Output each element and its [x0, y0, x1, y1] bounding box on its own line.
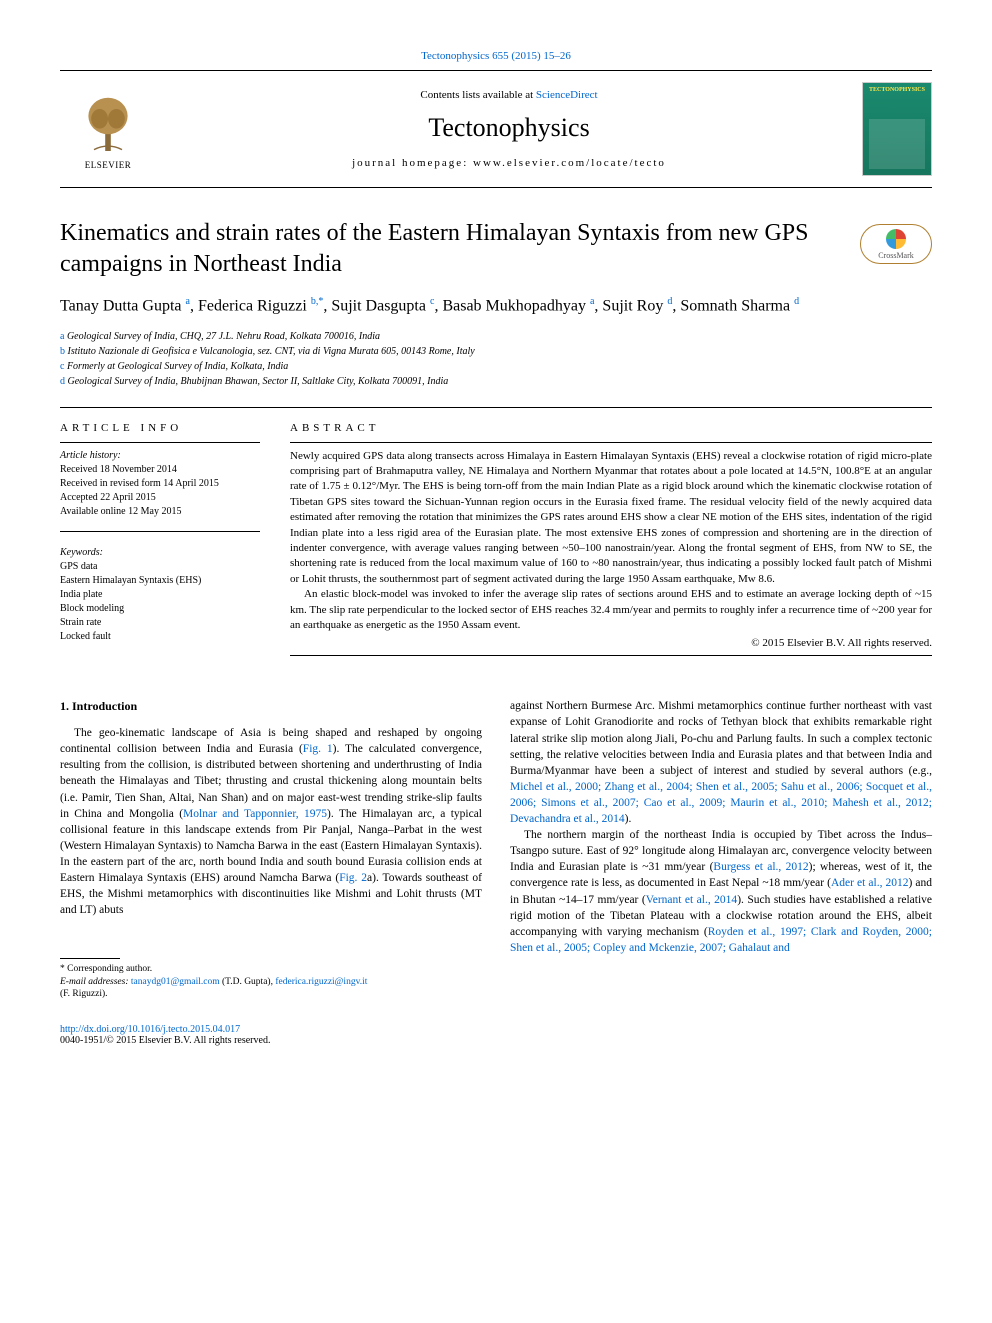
contents-text: Contents lists available at	[420, 89, 535, 101]
fig1-link[interactable]: Fig. 1	[303, 743, 333, 755]
intro-p2: against Northern Burmese Arc. Mishmi met…	[510, 698, 932, 827]
aff-c: Formerly at Geological Survey of India, …	[67, 361, 288, 372]
abstract-rule-bottom	[290, 655, 932, 656]
abstract-copyright: © 2015 Elsevier B.V. All rights reserved…	[290, 637, 932, 649]
contents-available-line: Contents lists available at ScienceDirec…	[156, 89, 862, 101]
ref-ader-link[interactable]: Ader et al., 2012	[831, 877, 909, 889]
homepage-url[interactable]: www.elsevier.com/locate/tecto	[473, 157, 666, 169]
cover-thumb-title: TECTONOPHYSICS	[867, 87, 927, 93]
crossmark-label: CrossMark	[878, 251, 914, 260]
page-footer: http://dx.doi.org/10.1016/j.tecto.2015.0…	[60, 1024, 932, 1046]
author-4: , Basab Mukhopadhyay	[434, 298, 586, 315]
ref-molnar-link[interactable]: Molnar and Tapponnier, 1975	[183, 808, 327, 820]
aff-b: Istituto Nazionale di Geofisica e Vulcan…	[68, 346, 475, 357]
email-1-who: (T.D. Gupta),	[220, 977, 276, 987]
rule-banner-bottom	[60, 187, 932, 188]
issn-line: 0040-1951/© 2015 Elsevier B.V. All right…	[60, 1035, 932, 1046]
aff-d-label: d	[60, 376, 65, 387]
homepage-label: journal homepage:	[352, 157, 473, 169]
email-2-link[interactable]: federica.riguzzi@ingv.it	[275, 977, 367, 987]
keyword-4: Block modeling	[60, 602, 260, 616]
keyword-2: Eastern Himalayan Syntaxis (EHS)	[60, 574, 260, 588]
footnote-rule	[60, 958, 120, 959]
keyword-1: GPS data	[60, 560, 260, 574]
info-rule-2	[60, 531, 260, 532]
aff-b-label: b	[60, 346, 65, 357]
author-1: Tanay Dutta Gupta	[60, 298, 182, 315]
email-1-link[interactable]: tanaydg01@gmail.com	[131, 977, 220, 987]
history-received: Received 18 November 2014	[60, 463, 260, 477]
fig2-link[interactable]: Fig. 2	[339, 872, 367, 884]
aff-d: Geological Survey of India, Bhubijnan Bh…	[68, 376, 449, 387]
intro-p3: The northern margin of the northeast Ind…	[510, 827, 932, 956]
abstract-p1: Newly acquired GPS data along transects …	[290, 449, 932, 588]
article-info-heading: ARTICLE INFO	[60, 422, 260, 434]
intro-p2b: ).	[625, 813, 632, 825]
keyword-6: Locked fault	[60, 630, 260, 644]
elsevier-tree-icon	[73, 88, 143, 158]
cover-thumb-image	[869, 119, 925, 169]
keyword-5: Strain rate	[60, 616, 260, 630]
aff-c-label: c	[60, 361, 64, 372]
author-6: , Somnath Sharma	[672, 298, 790, 315]
intro-p1: The geo-kinematic landscape of Asia is b…	[60, 725, 482, 918]
rule-top	[60, 70, 932, 71]
ref-multi-link[interactable]: Michel et al., 2000; Zhang et al., 2004;…	[510, 781, 932, 825]
aff-a: Geological Survey of India, CHQ, 27 J.L.…	[67, 331, 380, 342]
intro-p2a: against Northern Burmese Arc. Mishmi met…	[510, 700, 932, 776]
journal-cover-thumb: TECTONOPHYSICS	[862, 82, 932, 176]
rule-above-abstract	[60, 407, 932, 408]
abstract-heading: ABSTRACT	[290, 422, 932, 434]
doi-link[interactable]: http://dx.doi.org/10.1016/j.tecto.2015.0…	[60, 1024, 240, 1035]
ref-vernant-link[interactable]: Vernant et al., 2014	[646, 894, 738, 906]
corresponding-author: * Corresponding author.	[60, 963, 482, 975]
abstract-rule	[290, 442, 932, 443]
keywords-label: Keywords:	[60, 546, 260, 560]
journal-homepage: journal homepage: www.elsevier.com/locat…	[156, 157, 862, 169]
article-title: Kinematics and strain rates of the Easte…	[60, 218, 844, 280]
affiliations: a Geological Survey of India, CHQ, 27 J.…	[60, 329, 932, 389]
abstract-block: ABSTRACT Newly acquired GPS data along t…	[290, 422, 932, 663]
journal-banner: ELSEVIER Contents lists available at Sci…	[60, 75, 932, 183]
aff-a-label: a	[60, 331, 64, 342]
info-rule-1	[60, 442, 260, 443]
abstract-p2: An elastic block-model was invoked to in…	[290, 587, 932, 633]
body-col-right: against Northern Burmese Arc. Mishmi met…	[510, 698, 932, 1000]
footnotes: * Corresponding author. E-mail addresses…	[60, 963, 482, 1000]
body-col-left: 1. Introduction The geo-kinematic landsc…	[60, 698, 482, 1000]
author-list: Tanay Dutta Gupta a, Federica Riguzzi b,…	[60, 294, 932, 318]
author-2-aff[interactable]: b,*	[311, 296, 324, 307]
email-label: E-mail addresses:	[60, 977, 131, 987]
journal-name: Tectonophysics	[156, 113, 862, 143]
history-revised: Received in revised form 14 April 2015	[60, 477, 260, 491]
sciencedirect-link[interactable]: ScienceDirect	[536, 89, 598, 101]
elsevier-label: ELSEVIER	[85, 160, 132, 170]
author-3: , Sujit Dasgupta	[323, 298, 426, 315]
crossmark-icon	[886, 229, 906, 249]
author-5: , Sujit Roy	[594, 298, 663, 315]
crossmark-badge[interactable]: CrossMark	[860, 224, 932, 264]
keyword-3: India plate	[60, 588, 260, 602]
journal-citation[interactable]: Tectonophysics 655 (2015) 15–26	[60, 50, 932, 62]
history-accepted: Accepted 22 April 2015	[60, 491, 260, 505]
history-label: Article history:	[60, 449, 260, 463]
elsevier-logo: ELSEVIER	[60, 81, 156, 177]
intro-heading: 1. Introduction	[60, 698, 482, 715]
history-online: Available online 12 May 2015	[60, 505, 260, 519]
author-6-aff[interactable]: d	[794, 296, 799, 307]
ref-burgess-link[interactable]: Burgess et al., 2012	[713, 861, 808, 873]
article-info-block: ARTICLE INFO Article history: Received 1…	[60, 422, 260, 663]
author-2: , Federica Riguzzi	[190, 298, 307, 315]
email-2-who: (F. Riguzzi).	[60, 988, 482, 1000]
